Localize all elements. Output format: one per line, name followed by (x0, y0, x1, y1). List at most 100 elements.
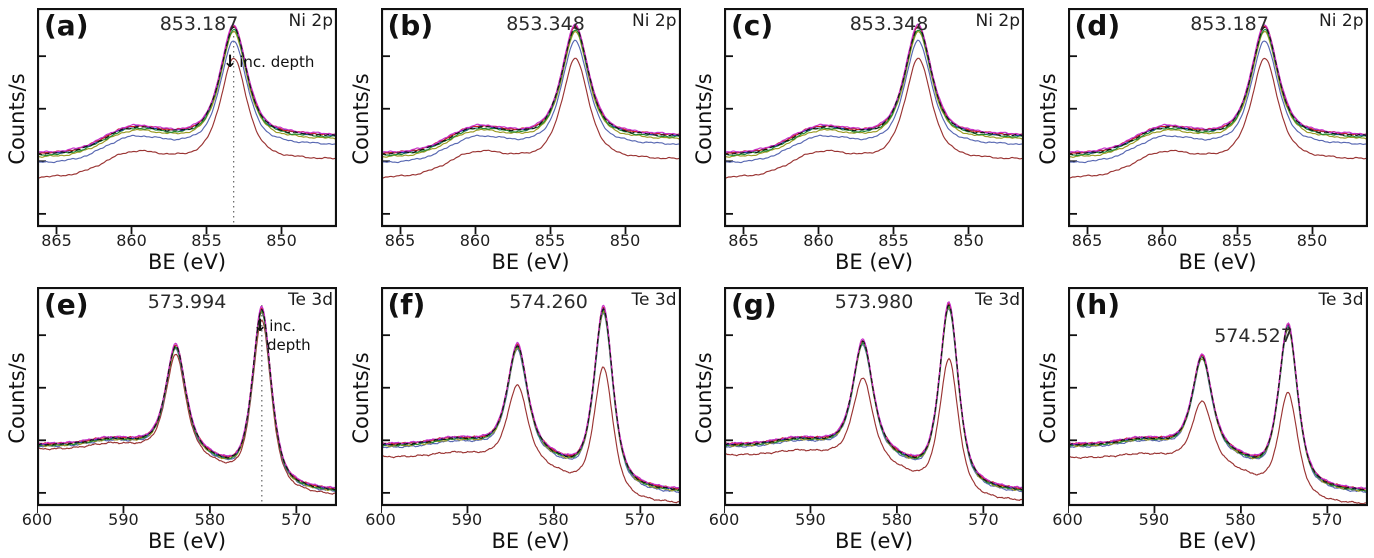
y-axis-title: Counts/s (344, 8, 378, 229)
spectrum-curve-scan-green (380, 308, 681, 492)
x-tick-label: 855 (1221, 231, 1253, 250)
spectrum-plot (1067, 8, 1368, 234)
x-axis-title: BE (eV) (834, 250, 914, 274)
x-tick-label: 580 (1225, 510, 1256, 529)
plot-area: (b) 853.348 Ni 2p (380, 8, 681, 235)
x-tick-label: 590 (451, 510, 483, 529)
core-level-label: Ni 2p (1319, 11, 1364, 31)
y-axis-title: Counts/s (0, 287, 34, 508)
spectrum-curve-deepest-scan (724, 57, 1024, 179)
spectrum-plot (37, 8, 337, 234)
plot-area: (d) 853.187 Ni 2p (1067, 8, 1368, 235)
inc-depth-text-line: ↓ inc. (253, 316, 296, 336)
spectrum-plot (380, 287, 681, 513)
x-tick-labels: 600 590 580 570 (22, 510, 337, 530)
x-axis-title: BE (eV) (1178, 250, 1257, 274)
spectrum-curve-scan-green (37, 28, 337, 157)
x-tick-label: 865 (1071, 231, 1103, 250)
y-axis-title-text: Counts/s (1035, 351, 1060, 444)
spectrum-curve-scan-navy (1067, 324, 1368, 490)
plot-area: (c) 853.348 Ni 2p (724, 8, 1024, 235)
peak-position-annotation: 573.994 (147, 291, 227, 313)
x-axis-title: BE (eV) (491, 250, 570, 274)
spectrum-curve-scan-olive (724, 307, 1024, 492)
spectrum-panel-e: Counts/s (e) 573.994 Te 3d ↓ inc. depth 60… (0, 279, 343, 558)
x-tick-labels: 865 860 855 850 (381, 231, 681, 251)
spectrum-panel-c: Counts/s (c) 853.348 Ni 2p 865 860 855 850 … (687, 0, 1030, 279)
x-tick-label: 570 (1311, 510, 1343, 529)
x-tick-label: 580 (538, 510, 569, 529)
x-tick-label: 865 (728, 231, 759, 250)
spectrum-curve-scan-magenta (37, 24, 337, 153)
y-axis-title-text: Counts/s (5, 72, 29, 165)
spectrum-curve-surface-scan (1067, 26, 1368, 156)
x-axis-title: BE (eV) (147, 529, 227, 553)
x-tick-label: 850 (609, 231, 641, 250)
peak-position-annotation: 853.348 (849, 13, 929, 35)
x-tick-label: 570 (281, 510, 312, 529)
x-tick-label: 860 (116, 231, 147, 250)
peak-position-annotation: 573.980 (834, 291, 914, 313)
peak-position-annotation: 853.348 (506, 13, 585, 35)
x-tick-label: 860 (459, 231, 491, 250)
y-axis-title: Counts/s (687, 287, 721, 508)
spectrum-panel-h: Counts/s (h) 574.527 Te 3d 600 590 580 570 … (1031, 279, 1374, 558)
y-axis-title: Counts/s (0, 8, 34, 229)
spectrum-curve-deep-scan (380, 39, 681, 164)
y-axis-title: Counts/s (687, 8, 721, 229)
x-tick-label: 580 (194, 510, 226, 529)
inc-depth-text-line: ↓ inc. depth (223, 52, 315, 72)
x-tick-label: 590 (1138, 510, 1170, 529)
spectrum-curve-surface-scan (37, 308, 337, 491)
x-tick-label: 580 (881, 510, 913, 529)
spectrum-curve-surface-scan (724, 304, 1024, 491)
plot-frame (724, 287, 1024, 507)
panel-letter: (f) (387, 288, 426, 321)
spectrum-curve-scan-magenta (724, 300, 1024, 489)
core-level-label: Te 3d (288, 290, 333, 310)
spectrum-curve-deepest-scan (1067, 57, 1368, 179)
spectrum-plot (37, 287, 337, 513)
spectrum-curve-surface-scan (380, 308, 681, 491)
x-tick-label: 855 (191, 231, 222, 250)
peak-position-annotation: 574.260 (509, 291, 588, 313)
y-axis-title-text: Counts/s (348, 72, 373, 165)
down-arrow-icon: ↓ (223, 52, 238, 72)
spectrum-curve-scan-olive (37, 31, 337, 158)
x-tick-label: 855 (878, 231, 909, 250)
spectrum-curve-scan-red (1067, 323, 1368, 491)
x-axis-title: BE (eV) (1178, 529, 1257, 553)
plot-area: (h) 574.527 Te 3d (1067, 287, 1368, 514)
spectrum-curve-scan-navy (380, 307, 681, 490)
spectrum-panel-b: Counts/s (b) 853.348 Ni 2p 865 860 855 850 … (344, 0, 687, 279)
spectrum-curve-scan-magenta (380, 304, 681, 489)
core-level-label: Te 3d (631, 290, 677, 310)
spectrum-plot (1067, 287, 1368, 513)
spectrum-curve-scan-green (1067, 28, 1368, 157)
plot-frame (37, 287, 337, 507)
spectrum-curve-surface-scan (380, 26, 681, 156)
panel-letter: (a) (44, 9, 89, 42)
peak-position-annotation: 574.527 (1214, 325, 1293, 347)
x-axis-title: BE (eV) (491, 529, 570, 553)
x-tick-label: 850 (953, 231, 984, 250)
y-axis-title-text: Counts/s (348, 351, 373, 444)
x-tick-label: 865 (41, 231, 72, 250)
x-axis-title: BE (eV) (147, 250, 227, 274)
x-tick-label: 590 (108, 510, 139, 529)
panel-letter: (b) (387, 9, 434, 42)
plot-frame (380, 287, 681, 507)
x-tick-label: 600 (708, 510, 740, 529)
plot-area: (e) 573.994 Te 3d ↓ inc. depth (37, 287, 337, 514)
x-tick-label: 850 (266, 231, 297, 250)
x-tick-label: 570 (624, 510, 656, 529)
spectrum-curve-scan-olive (1067, 31, 1368, 158)
spectrum-plot (380, 8, 681, 234)
spectrum-curve-scan-olive (380, 310, 681, 492)
inc-depth-annotation: ↓ inc. depth (223, 53, 314, 72)
x-tick-label: 600 (1052, 510, 1083, 529)
spectrum-curve-surface-scan (37, 26, 337, 156)
plot-frame (724, 8, 1024, 228)
panel-letter: (d) (1074, 9, 1121, 42)
panel-letter: (c) (731, 9, 774, 42)
